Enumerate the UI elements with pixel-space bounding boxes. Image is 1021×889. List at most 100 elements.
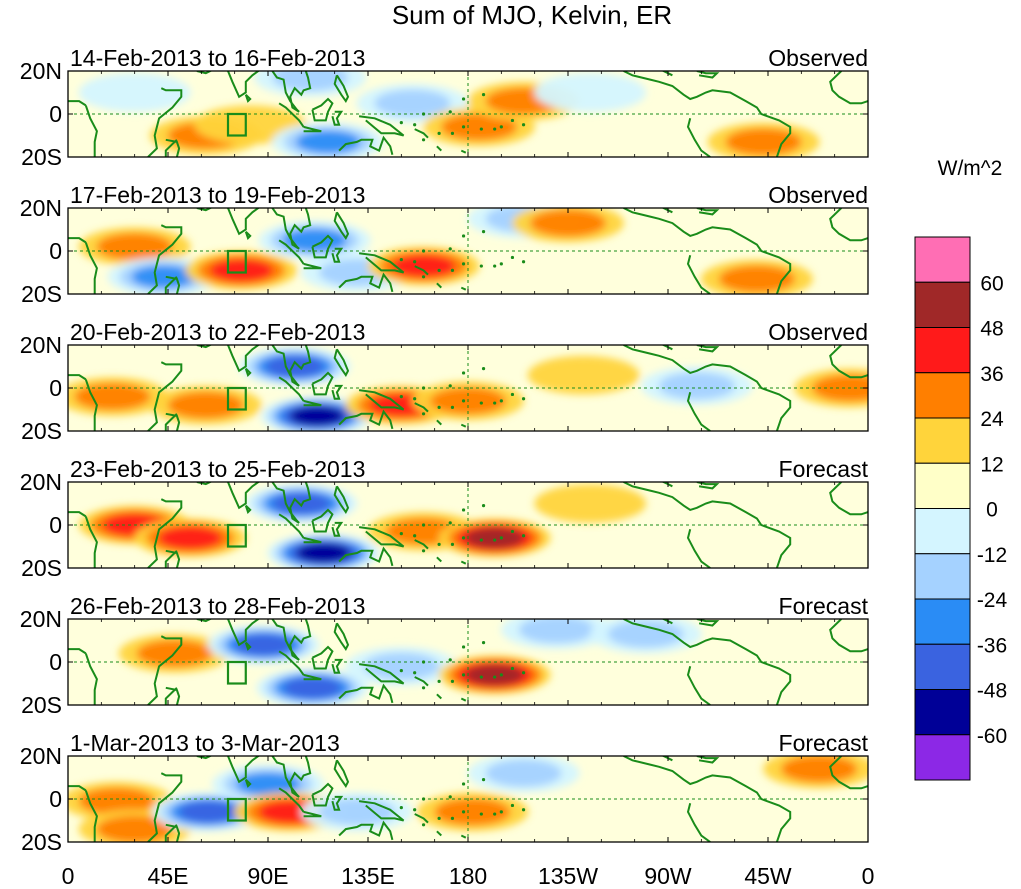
negative-anomaly	[272, 71, 349, 91]
y-tick-label: 20S	[21, 692, 62, 718]
coastline	[289, 482, 312, 524]
coastline	[696, 345, 720, 353]
island	[479, 401, 483, 405]
island	[481, 778, 486, 782]
island	[399, 669, 403, 673]
colorbar-label: 36	[980, 363, 1003, 386]
island	[481, 93, 486, 97]
coastline	[147, 224, 183, 294]
negative-anomaly	[289, 405, 345, 427]
island	[413, 534, 417, 538]
coastline	[196, 208, 213, 212]
coastline	[460, 423, 467, 428]
coastline	[436, 693, 442, 700]
coastline	[311, 645, 334, 670]
panel-5: 20N 0 20S 26-Feb-2013 to 28-Feb-2013 Forecas…	[20, 593, 869, 718]
y-tick-label: 20S	[21, 555, 62, 581]
island	[421, 686, 426, 690]
island	[399, 806, 403, 810]
coastline	[623, 345, 792, 431]
island	[461, 508, 466, 512]
island	[481, 641, 486, 645]
colorbar-label: -48	[977, 680, 1007, 703]
island	[450, 131, 455, 135]
coastline	[68, 785, 87, 792]
coastline	[244, 367, 252, 377]
coastline	[696, 756, 720, 764]
panel-label: Observed	[768, 182, 868, 208]
coastline	[311, 371, 334, 396]
colorbar-label: -36	[977, 634, 1007, 657]
positive-anomaly	[96, 233, 173, 261]
panel-label: Forecast	[779, 730, 869, 756]
coastline	[165, 823, 181, 842]
coastlines	[68, 619, 868, 705]
panel-period: 17-Feb-2013 to 19-Feb-2013	[70, 182, 365, 208]
coastline	[289, 345, 312, 387]
coastline	[68, 237, 87, 244]
island	[479, 538, 483, 542]
coastline	[436, 419, 442, 426]
coastline	[164, 276, 178, 294]
coastline	[196, 71, 213, 75]
coastline	[686, 118, 711, 157]
island	[448, 521, 452, 525]
y-tick-label: 20S	[21, 829, 62, 855]
x-tick-label: 90E	[248, 863, 289, 889]
island	[493, 264, 497, 268]
island	[493, 675, 497, 679]
coastline	[289, 756, 312, 798]
positive-anomaly	[441, 113, 518, 141]
coastlines	[68, 756, 868, 842]
coastline	[333, 348, 350, 378]
positive-anomaly	[530, 209, 606, 237]
island	[421, 412, 426, 416]
coastline	[414, 402, 429, 413]
y-tick-label: 20S	[21, 144, 62, 170]
island	[521, 397, 526, 401]
coastline	[460, 286, 467, 291]
colorbar-label: -60	[977, 725, 1007, 748]
coastline	[686, 255, 711, 294]
coastline	[147, 635, 183, 705]
island	[421, 823, 426, 827]
negative-anomaly	[179, 801, 237, 823]
coastline	[196, 482, 213, 486]
coastline	[331, 384, 344, 400]
island	[399, 121, 403, 125]
island	[450, 268, 455, 272]
negative-anomaly	[282, 228, 347, 252]
coastline	[436, 282, 442, 289]
negative-anomaly	[283, 677, 342, 699]
island	[437, 131, 441, 135]
panel-label: Forecast	[779, 593, 869, 619]
colorbar-swatch	[914, 553, 971, 600]
coastline	[829, 345, 868, 379]
anomaly-field	[78, 484, 647, 568]
coastline	[829, 756, 868, 790]
coastline	[338, 820, 394, 841]
island	[421, 549, 426, 553]
negative-anomaly	[607, 620, 684, 648]
coastline	[147, 361, 183, 431]
coastline	[338, 272, 394, 293]
coastline	[358, 115, 405, 137]
coastline	[244, 93, 252, 103]
coastline	[244, 641, 252, 651]
coastline	[414, 128, 429, 139]
coastline	[303, 536, 322, 544]
panel-label: Observed	[768, 45, 868, 71]
coastline	[244, 778, 252, 788]
coastline	[303, 262, 322, 270]
coastline	[829, 482, 868, 516]
coastline	[333, 759, 350, 789]
island	[450, 816, 455, 820]
island	[479, 675, 483, 679]
island	[461, 371, 466, 375]
colorbar-label: -12	[977, 544, 1007, 567]
coastline	[68, 100, 87, 107]
island	[461, 810, 466, 814]
island	[499, 125, 503, 129]
island	[461, 645, 466, 649]
